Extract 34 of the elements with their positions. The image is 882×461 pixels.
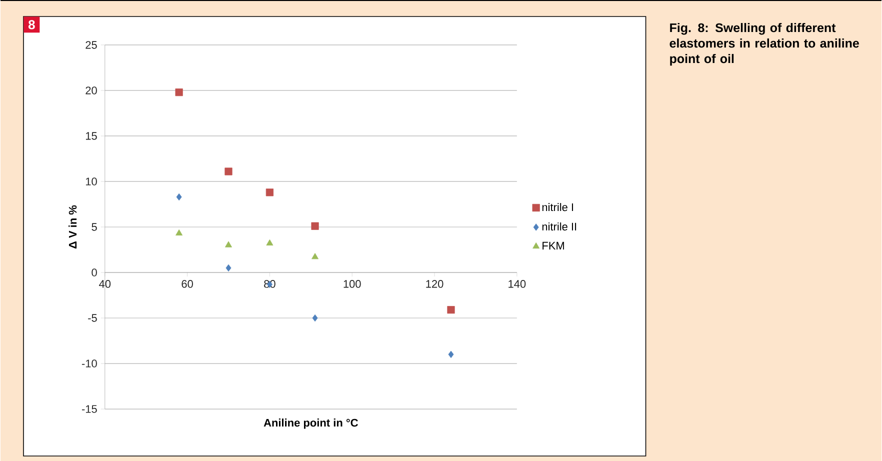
- point: [175, 88, 183, 96]
- y-tick-label: 5: [92, 223, 97, 231]
- point: [226, 264, 232, 272]
- y-tick-label: 25: [86, 41, 97, 49]
- x-axis-title: Aniline point in °C: [264, 418, 358, 429]
- point: [225, 241, 232, 248]
- x-tick-label: 60: [182, 280, 193, 288]
- y-tick-label: -10: [82, 360, 97, 368]
- y-tick-label: 10: [86, 178, 97, 186]
- y-axis-title: Δ V in %: [68, 205, 77, 249]
- legend-label: nitrile I: [542, 203, 573, 212]
- point: [266, 188, 274, 196]
- legend-label: FKM: [542, 242, 564, 250]
- text: 8: [28, 20, 35, 30]
- point: [312, 314, 318, 322]
- y-tick-label: -5: [88, 314, 97, 322]
- x-tick-label: 120: [426, 280, 444, 288]
- point: [311, 222, 319, 230]
- legend-label: nitrile II: [542, 222, 576, 231]
- point: [266, 239, 274, 246]
- point: [312, 253, 319, 260]
- x-tick-label: 100: [344, 280, 361, 288]
- point: [176, 229, 183, 236]
- y-tick-label: 15: [86, 132, 97, 140]
- point: [224, 168, 232, 176]
- x-tick-label: 40: [99, 280, 111, 288]
- y-tick-label: 20: [86, 86, 97, 94]
- x-tick-label: 140: [508, 280, 526, 288]
- point: [448, 350, 454, 358]
- y-tick-label: -15: [82, 405, 97, 413]
- point: [176, 193, 182, 201]
- y-tick-label: 0: [92, 268, 97, 276]
- text: Fig. 8: Swelling of different elastomers in relation to aniline point of oil: [670, 23, 859, 66]
- point: [447, 306, 455, 314]
